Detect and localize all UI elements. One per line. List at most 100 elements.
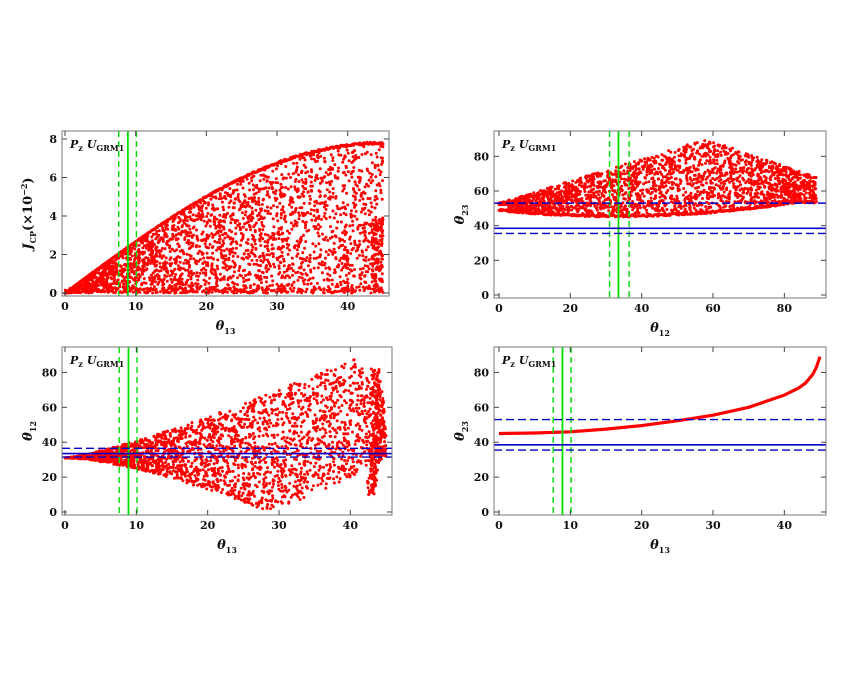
data-point — [201, 215, 205, 218]
data-point — [324, 235, 328, 239]
data-point — [696, 190, 700, 193]
data-point — [175, 259, 179, 263]
data-point — [634, 178, 638, 182]
data-point — [285, 290, 289, 294]
data-point — [120, 269, 124, 273]
data-point — [266, 249, 270, 253]
data-point — [211, 288, 215, 291]
data-point — [270, 247, 274, 251]
data-point — [289, 185, 293, 189]
data-point — [221, 225, 225, 229]
data-point — [289, 266, 293, 270]
data-point — [363, 230, 367, 234]
data-point — [104, 285, 108, 289]
data-point — [214, 282, 218, 285]
data-point — [250, 233, 254, 237]
data-point — [242, 205, 246, 208]
data-point — [314, 244, 318, 248]
data-point — [187, 224, 191, 228]
data-point — [358, 178, 362, 182]
data-point — [303, 221, 307, 225]
data-point — [704, 181, 708, 185]
data-point — [376, 163, 380, 167]
data-point — [193, 260, 197, 264]
data-point — [233, 197, 237, 201]
data-point — [288, 248, 292, 252]
data-point — [257, 187, 261, 191]
data-point — [702, 188, 706, 192]
data-point — [365, 150, 369, 154]
data-point — [244, 210, 248, 214]
data-point — [195, 271, 199, 275]
data-point — [600, 192, 604, 195]
data-point — [304, 223, 308, 227]
data-point — [290, 256, 294, 260]
data-point — [176, 264, 180, 268]
data-point — [372, 233, 376, 237]
plot-area — [63, 131, 385, 296]
data-point — [635, 184, 639, 188]
data-point — [151, 239, 154, 243]
data-point — [146, 258, 150, 262]
data-point — [196, 204, 200, 208]
data-point — [300, 272, 304, 276]
data-point — [154, 249, 158, 252]
data-point — [224, 232, 227, 236]
data-point — [180, 277, 184, 281]
data-point — [665, 208, 669, 211]
data-point — [361, 267, 365, 270]
data-point — [312, 266, 316, 270]
data-point — [202, 219, 206, 223]
data-point — [205, 233, 209, 237]
data-point — [222, 208, 226, 212]
data-point — [261, 254, 265, 257]
data-point — [231, 274, 235, 278]
data-point — [191, 290, 195, 294]
data-point — [247, 197, 251, 200]
data-point — [242, 193, 246, 197]
data-point — [704, 154, 708, 158]
data-point — [300, 171, 303, 175]
data-point — [161, 237, 165, 241]
data-point — [363, 274, 367, 278]
data-point — [692, 206, 696, 210]
data-point — [188, 289, 192, 293]
data-point — [723, 159, 727, 163]
data-point — [146, 291, 149, 295]
data-point — [250, 179, 254, 183]
data-point — [271, 217, 275, 221]
data-point — [296, 187, 300, 191]
data-point — [287, 172, 291, 176]
data-point — [358, 253, 361, 257]
data-point — [310, 218, 314, 222]
data-point — [221, 291, 225, 295]
data-point — [333, 271, 336, 275]
data-point — [309, 212, 313, 216]
data-point — [722, 180, 726, 184]
data-point — [151, 279, 155, 283]
data-point — [191, 213, 195, 217]
data-point — [186, 238, 190, 242]
data-point — [643, 205, 647, 209]
data-point — [679, 152, 683, 156]
data-point — [226, 290, 229, 294]
data-point — [349, 209, 353, 213]
data-point — [344, 257, 348, 261]
data-point — [189, 284, 193, 288]
data-point — [90, 282, 94, 286]
data-point — [766, 193, 769, 197]
data-point — [326, 272, 330, 276]
data-point — [377, 148, 381, 152]
x-tick-label: 20 — [199, 300, 215, 313]
data-point — [316, 223, 320, 227]
data-point — [654, 184, 658, 188]
data-point — [707, 202, 711, 206]
data-point — [99, 273, 103, 277]
data-point — [170, 262, 174, 265]
data-point — [683, 201, 687, 205]
data-point — [195, 284, 199, 288]
data-point — [306, 190, 310, 194]
data-point — [292, 280, 296, 284]
data-point — [360, 250, 364, 254]
data-point — [719, 153, 723, 157]
